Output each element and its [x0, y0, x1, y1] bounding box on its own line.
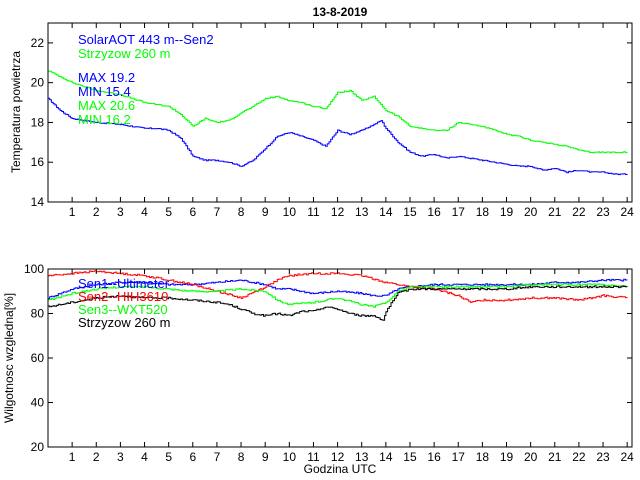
x-tick-label: 10 — [283, 450, 297, 464]
x-tick-label: 11 — [307, 450, 320, 464]
x-tick-label: 22 — [572, 450, 586, 464]
x-tick-label: 17 — [452, 450, 466, 464]
x-tick-label: 24 — [620, 205, 634, 219]
legend-entry: Strzyzow 260 m — [78, 315, 170, 330]
x-tick-label: 21 — [548, 205, 562, 219]
x-tick-label: 6 — [189, 450, 196, 464]
minmax-annotation: MIN 16.2 — [78, 112, 131, 127]
x-tick-label: 2 — [93, 205, 100, 219]
y-tick-label: 22 — [31, 36, 45, 50]
minmax-annotation: MAX 19.2 — [78, 70, 135, 85]
x-tick-label: 5 — [165, 450, 172, 464]
y-tick-label: 20 — [31, 440, 45, 454]
minmax-annotation: MIN 15.4 — [78, 84, 131, 99]
y-tick-label: 80 — [31, 307, 45, 321]
legend-entry: SolarAOT 443 m--Sen2 — [78, 32, 214, 47]
y-tick-label: 20 — [31, 76, 45, 90]
x-tick-label: 23 — [596, 205, 610, 219]
x-tick-label: 23 — [596, 450, 610, 464]
legend-entry: Strzyzow 260 m — [78, 46, 170, 61]
x-tick-label: 20 — [524, 205, 538, 219]
temperature-panel: 1 2 3 4 5 6 7 8 9 10 11 12 13 14 15 16 17 18 19 20 21 22 23 241… — [9, 22, 634, 219]
x-tick-label: 22 — [572, 205, 586, 219]
x-tick-label: 14 — [379, 205, 393, 219]
y-axis-label: Wilgotnosc wzgledna[%] — [2, 293, 16, 423]
y-tick-label: 18 — [31, 115, 45, 129]
x-tick-label: 13 — [355, 450, 369, 464]
x-tick-label: 15 — [403, 205, 417, 219]
x-tick-label: 14 — [379, 450, 393, 464]
series-line-hum-1 — [48, 270, 628, 303]
x-tick-label: 20 — [524, 450, 538, 464]
figure-title: 13-8-2019 — [313, 5, 368, 19]
x-tick-label: 18 — [476, 205, 490, 219]
x-tick-label: 16 — [427, 450, 441, 464]
minmax-annotation: MAX 20.6 — [78, 98, 135, 113]
x-tick-label: 19 — [500, 205, 514, 219]
x-tick-label: 19 — [500, 450, 514, 464]
x-tick-label: 24 — [620, 450, 634, 464]
x-tick-label: 12 — [331, 450, 345, 464]
x-tick-label: 13 — [355, 205, 369, 219]
series-line-hum-2 — [48, 283, 628, 308]
x-tick-label: 12 — [331, 205, 345, 219]
legend-entry: Sen1--Ultimeter — [78, 276, 170, 291]
series-line-temp-0 — [48, 97, 628, 176]
x-tick-label: 7 — [214, 450, 221, 464]
axes-frame — [47, 22, 633, 203]
humidity-panel: 1 2 3 4 5 6 7 8 9 10 11 12 13 14 15 16 17 18 19 20 21 22 23 242… — [2, 262, 634, 476]
y-tick-label: 16 — [31, 155, 45, 169]
x-tick-label: 2 — [93, 450, 100, 464]
x-tick-label: 7 — [214, 205, 221, 219]
x-tick-label: 1 — [69, 205, 76, 219]
x-tick-label: 4 — [141, 205, 148, 219]
x-tick-label: 18 — [476, 450, 490, 464]
x-tick-label: 17 — [452, 205, 466, 219]
x-tick-label: 9 — [262, 205, 269, 219]
series-line-temp-1 — [48, 70, 628, 154]
x-tick-label: 9 — [262, 450, 269, 464]
x-axis-label: Godzina UTC — [304, 462, 377, 476]
x-tick-label: 8 — [238, 205, 245, 219]
x-tick-label: 8 — [238, 450, 245, 464]
series-line-hum-3 — [48, 285, 628, 321]
x-tick-label: 16 — [427, 205, 441, 219]
legend-entry: Sen3--WXT520 — [78, 302, 168, 317]
x-tick-label: 4 — [141, 450, 148, 464]
x-tick-label: 10 — [283, 205, 297, 219]
x-tick-label: 1 — [69, 450, 76, 464]
x-tick-label: 6 — [189, 205, 196, 219]
y-tick-label: 14 — [31, 195, 45, 209]
x-tick-label: 21 — [548, 450, 562, 464]
y-axis-label: Temperatura powietrza — [9, 51, 23, 173]
x-tick-label: 11 — [307, 205, 320, 219]
x-tick-label: 3 — [117, 205, 124, 219]
y-tick-label: 60 — [31, 351, 45, 365]
y-tick-label: 100 — [24, 262, 44, 276]
x-tick-label: 3 — [117, 450, 124, 464]
x-tick-label: 5 — [165, 205, 172, 219]
legend-entry: Sen2--HIH3610 — [78, 289, 168, 304]
y-tick-label: 40 — [31, 396, 45, 410]
x-tick-label: 15 — [403, 450, 417, 464]
